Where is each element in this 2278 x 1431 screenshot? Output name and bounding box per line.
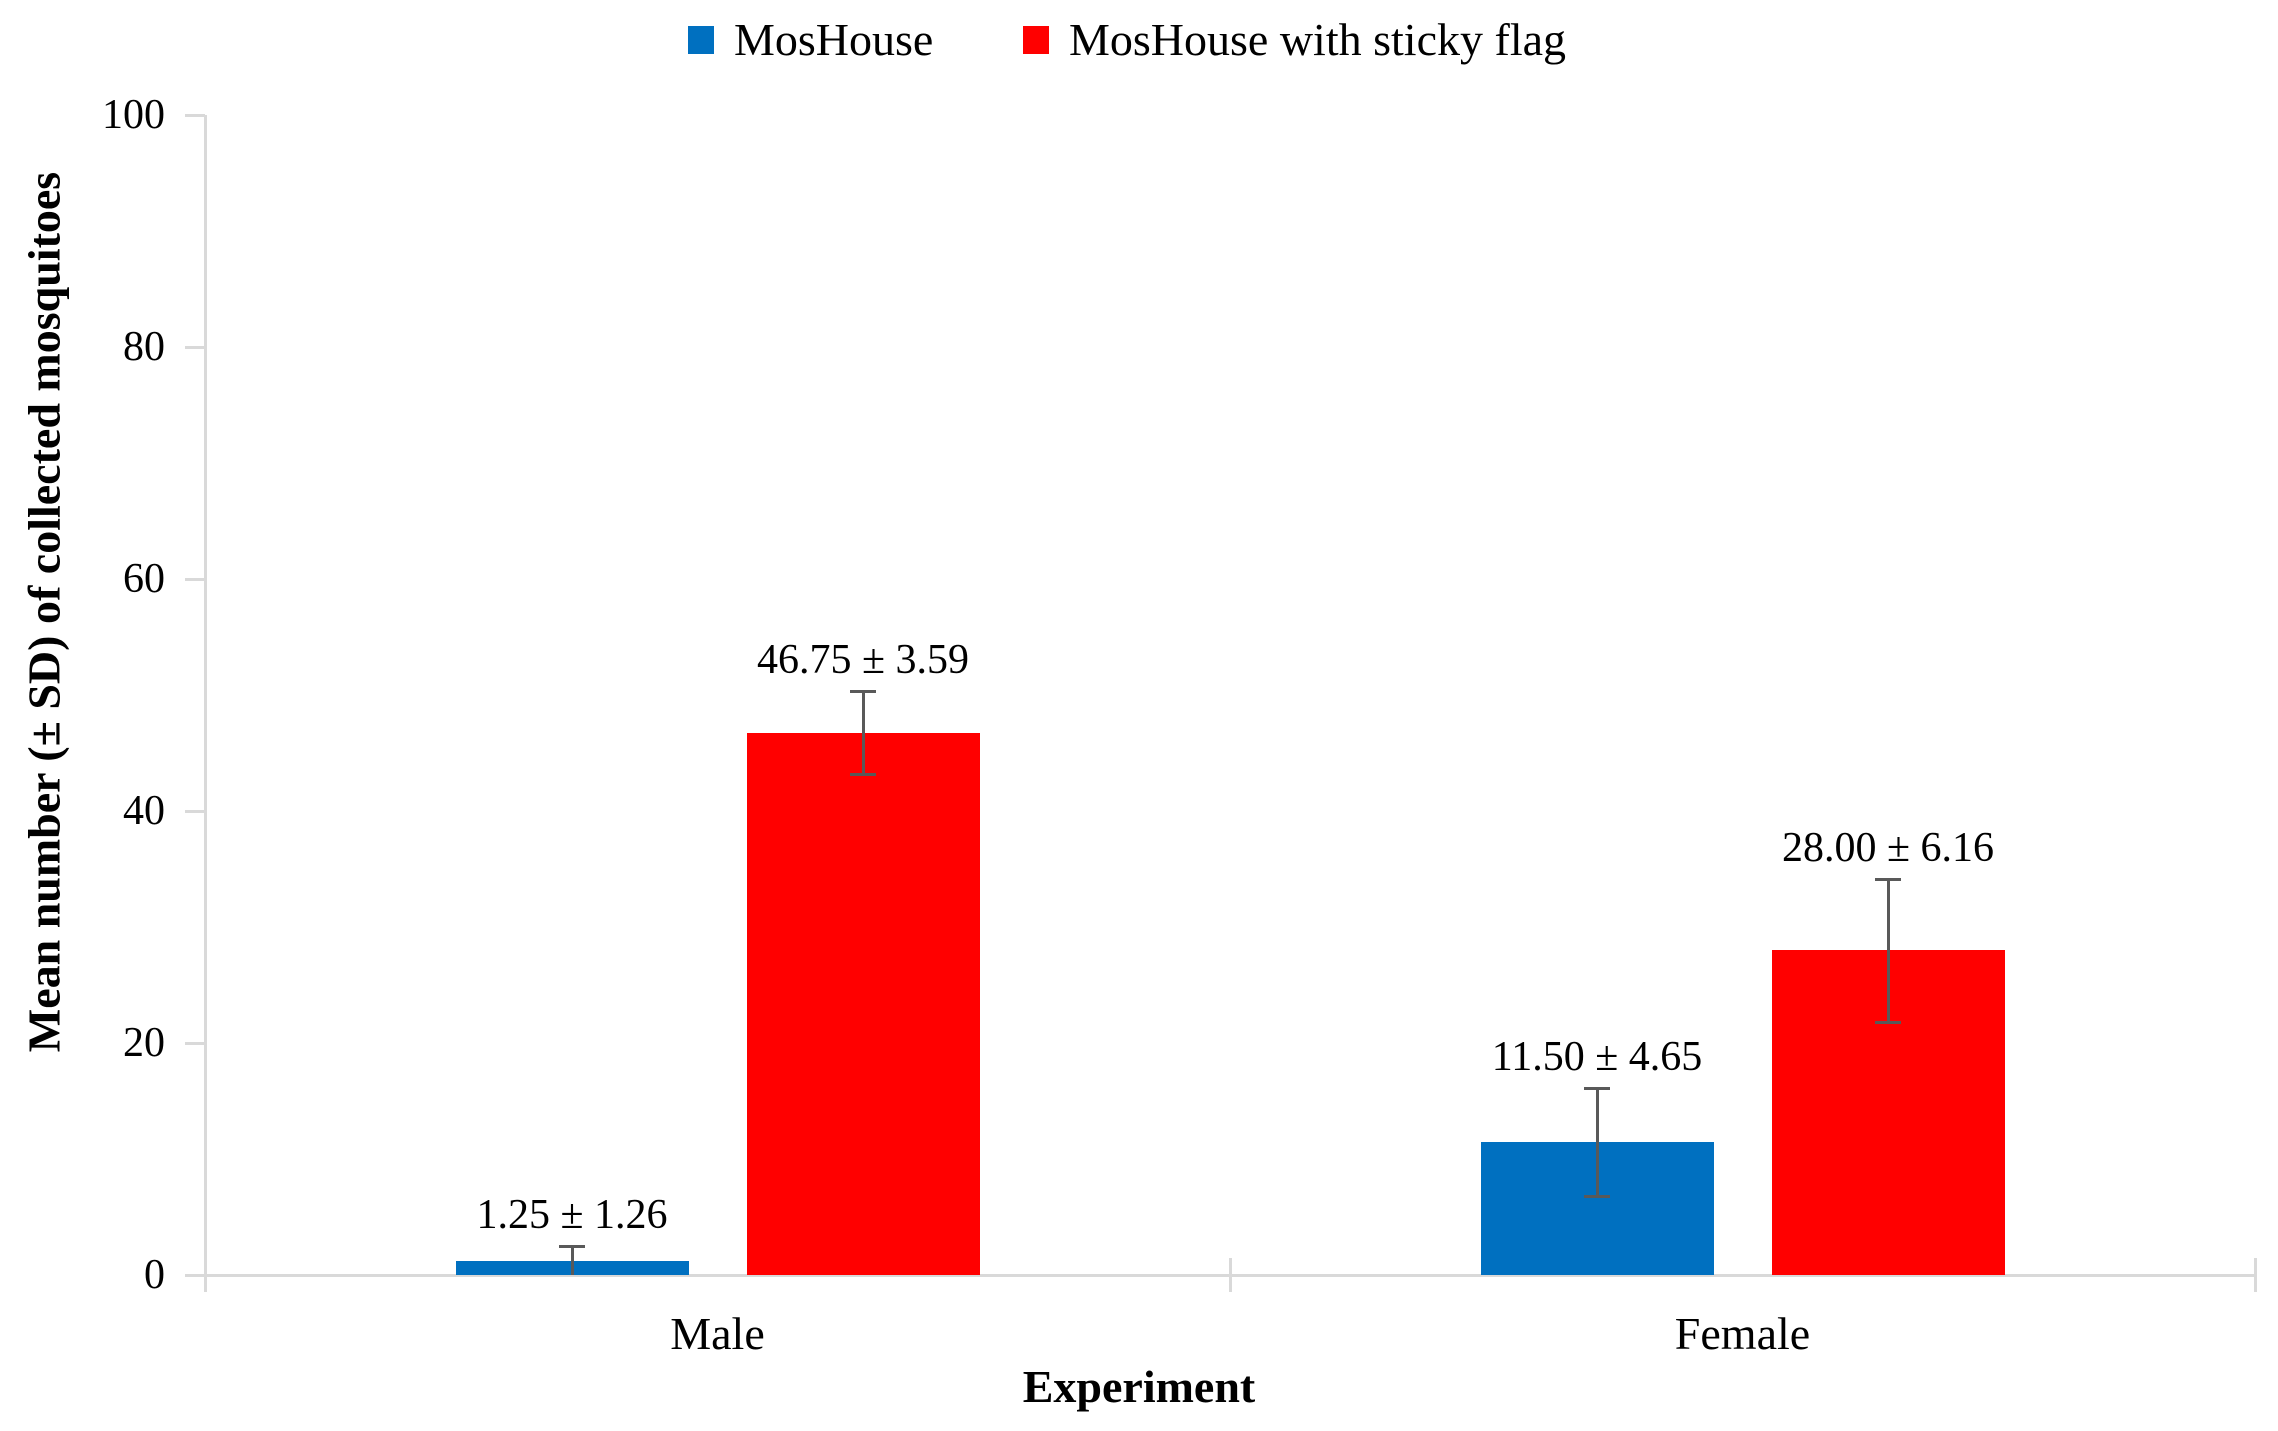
y-tick-label: 0 (144, 1252, 165, 1298)
data-label: 11.50 ± 4.65 (1491, 1033, 1703, 1080)
y-tick-label: 40 (123, 788, 165, 834)
legend-swatch-moshouse-sticky-flag (1023, 26, 1049, 54)
error-bar-cap-bottom (1584, 1194, 1610, 1198)
y-tick-label: 20 (123, 1020, 165, 1066)
error-bar-cap-top (850, 690, 876, 694)
legend-swatch-moshouse (688, 26, 714, 54)
data-label: 28.00 ± 6.16 (1781, 824, 1995, 871)
error-bar-cap-top (1584, 1086, 1610, 1090)
error-bar-cap-top (1875, 877, 1901, 881)
error-bar-cap-bottom (850, 773, 876, 777)
y-tick (185, 114, 205, 117)
y-tick (185, 1274, 205, 1277)
data-label: 1.25 ± 1.26 (476, 1191, 668, 1238)
y-tick (185, 578, 205, 581)
x-tick (2254, 1258, 2257, 1292)
y-tick (185, 810, 205, 813)
data-label: 46.75 ± 3.59 (756, 637, 970, 684)
legend-item-moshouse-sticky-flag: MosHouse with sticky flag (1023, 12, 1566, 68)
x-tick (1229, 1258, 1232, 1292)
error-bar-cap-top (559, 1244, 585, 1248)
bar-moshouse-sticky-flag (746, 732, 980, 1275)
legend-label-moshouse-sticky-flag: MosHouse with sticky flag (1069, 14, 1567, 65)
y-tick-label: 60 (123, 556, 165, 602)
legend-label-moshouse: MosHouse (734, 14, 934, 65)
x-axis-title: Experiment (1022, 1361, 1256, 1412)
error-bar-cap-bottom (1875, 1020, 1901, 1024)
x-category-label: Male (670, 1308, 765, 1359)
legend-item-moshouse: MosHouse (688, 12, 933, 68)
error-bar-line (570, 1245, 574, 1275)
y-tick-label: 80 (123, 324, 165, 370)
y-tick-label: 100 (102, 92, 165, 138)
y-axis-line (204, 115, 207, 1292)
x-category-label: Female (1674, 1308, 1811, 1359)
error-bar-line (861, 691, 865, 775)
error-bar-line (1595, 1087, 1599, 1196)
y-tick (185, 1042, 205, 1045)
y-tick (185, 346, 205, 349)
error-bar-line (1886, 878, 1890, 1022)
